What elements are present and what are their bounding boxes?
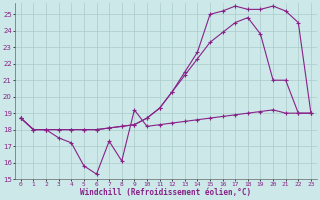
X-axis label: Windchill (Refroidissement éolien,°C): Windchill (Refroidissement éolien,°C) <box>80 188 252 197</box>
